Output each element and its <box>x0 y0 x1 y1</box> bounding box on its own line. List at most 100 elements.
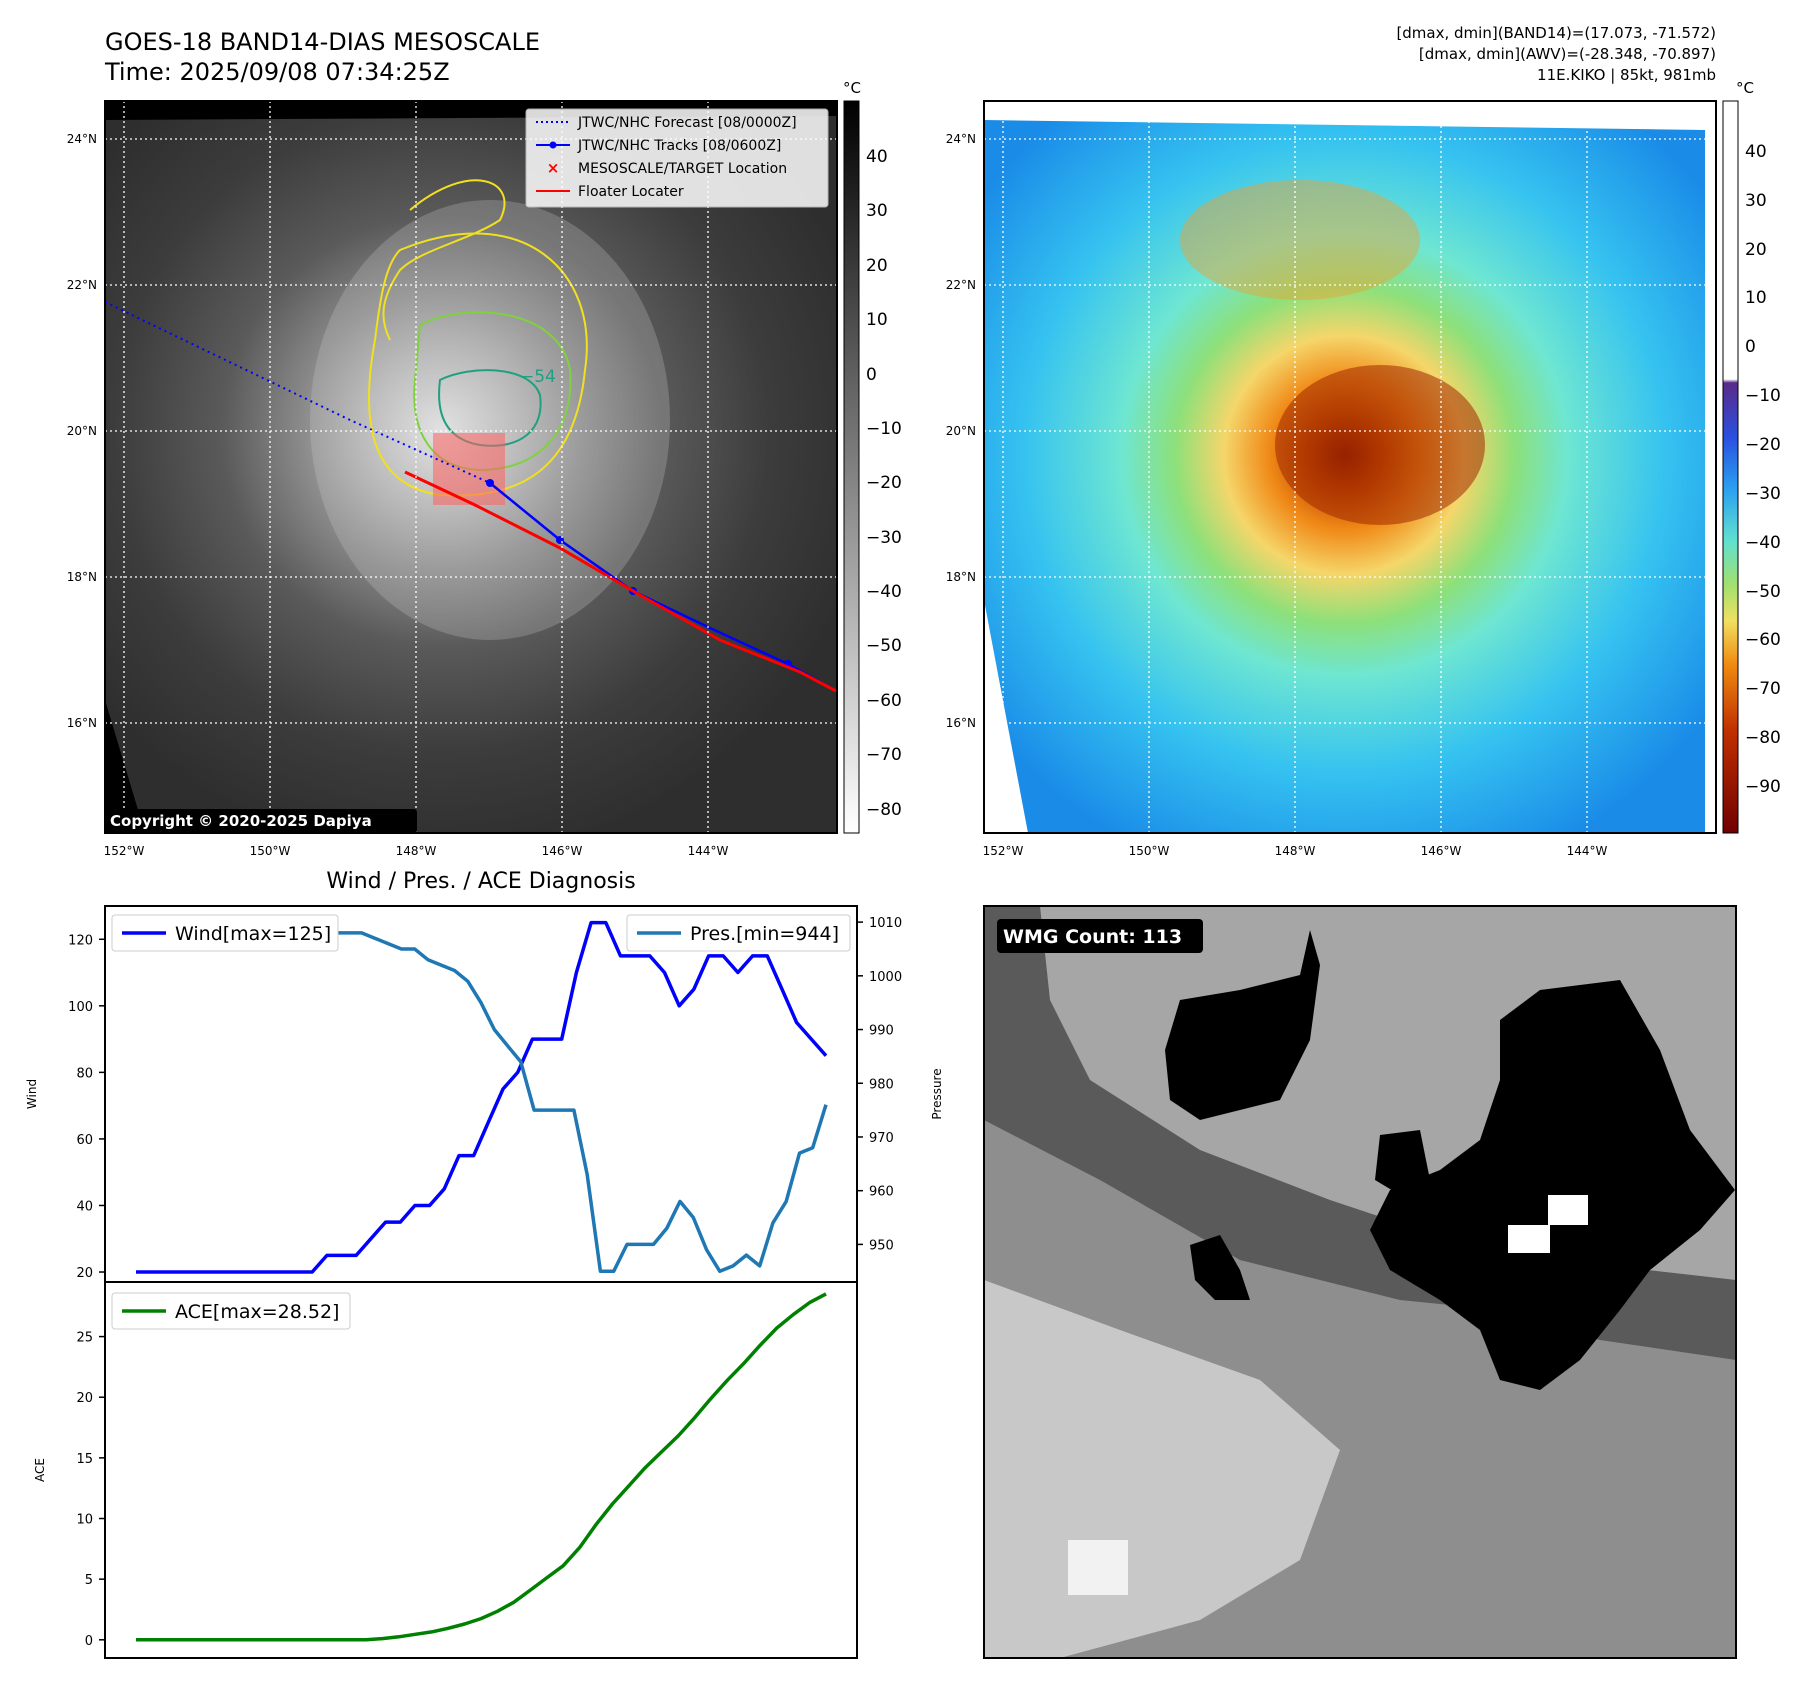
pressure-tick-label: 980 <box>869 1077 894 1092</box>
floater-locator-track <box>404 470 837 693</box>
ace-series-line <box>136 1292 827 1642</box>
ir-gridlines <box>105 101 836 833</box>
wind-axis-label: Wind <box>25 1079 39 1109</box>
pressure-tick-label: 990 <box>869 1024 894 1039</box>
pressure-tick-label: 960 <box>869 1185 894 1200</box>
figure-title: GOES-18 BAND14-DIAS MESOSCALE <box>105 28 540 56</box>
wmg-black-cell-1 <box>1165 930 1320 1120</box>
ir-cb-tick: −80 <box>866 800 902 820</box>
ace-axis-label: ACE <box>33 1458 47 1482</box>
ir-cb-tick: 30 <box>866 201 888 221</box>
ace-tick-label: 0 <box>85 1634 93 1649</box>
ir-cb-tick: −50 <box>866 636 902 656</box>
wv-lon-150: 150°W <box>1129 844 1170 858</box>
legend-forecast: JTWC/NHC Forecast [08/0000Z] <box>577 115 797 131</box>
ace-legend: ACE[max=28.52] <box>111 1292 351 1330</box>
ir-lon-labels: 152°W 150°W 148°W 146°W 144°W <box>104 844 729 858</box>
ir-lat-22: 22°N <box>67 278 97 292</box>
wind-pressure-chart: 20 40 60 80 100 120 950 960 970 980 990 1000 1010 W… <box>25 905 944 1283</box>
wv-cb-tick: −50 <box>1745 582 1781 602</box>
wv-cb-tick: 20 <box>1745 240 1767 260</box>
wv-map-panel: 24°N 22°N 20°N 18°N 16°N 152°W 150°W 148… <box>946 100 1717 858</box>
wv-gridlines <box>984 101 1716 833</box>
wv-cb-tick: −40 <box>1745 533 1781 553</box>
wv-lat-16: 16°N <box>946 716 976 730</box>
legend-tracks: JTWC/NHC Tracks [08/0600Z] <box>577 138 781 154</box>
wv-cb-tick: −80 <box>1745 728 1781 748</box>
diagnosis-title: Wind / Pres. / ACE Diagnosis <box>326 869 635 894</box>
ir-lat-18: 18°N <box>67 570 97 584</box>
ace-tick-label: 10 <box>76 1513 93 1528</box>
figure-time: Time: 2025/09/08 07:34:25Z <box>104 58 450 86</box>
contour-teal <box>438 369 542 447</box>
ir-lon-146: 146°W <box>542 844 583 858</box>
wv-lon-labels: 152°W 150°W 148°W 146°W 144°W <box>983 844 1608 858</box>
contour-label: −54 <box>520 367 556 387</box>
ir-cb-tick: 0 <box>866 365 877 385</box>
wind-tick-label: 40 <box>76 1199 93 1214</box>
wind-tick-label: 100 <box>68 1000 93 1015</box>
ir-lon-152: 152°W <box>104 844 145 858</box>
ir-lon-150: 150°W <box>250 844 291 858</box>
wv-lon-152: 152°W <box>983 844 1024 858</box>
wind-tick-label: 120 <box>68 933 93 948</box>
wind-y-ticks: 20 40 60 80 100 120 <box>68 933 105 1281</box>
info-storm: 11E.KIKO | 85kt, 981mb <box>1537 66 1716 84</box>
ace-legend-label: ACE[max=28.52] <box>175 1301 339 1323</box>
wv-colorbar: °C 40 30 20 10 0 −10 −20 −30 −40 −50 −60… <box>1722 79 1781 834</box>
contour-green <box>413 311 572 472</box>
ace-tick-label: 25 <box>76 1331 93 1346</box>
ir-map-panel: −54 J <box>67 100 838 858</box>
wmg-black-cell-2 <box>1370 980 1735 1390</box>
ir-cb-tick: 20 <box>866 256 888 276</box>
wv-colorbar-unit: °C <box>1736 79 1754 97</box>
ir-lat-labels: 24°N 22°N 20°N 18°N 16°N <box>67 132 97 730</box>
ir-lat-20: 20°N <box>67 424 97 438</box>
wv-cb-tick: −70 <box>1745 679 1781 699</box>
ir-lat-16: 16°N <box>67 716 97 730</box>
pressure-tick-label: 970 <box>869 1131 894 1146</box>
contour-yellow-outer <box>382 179 506 341</box>
ace-y-ticks: 0 5 10 15 20 25 <box>76 1331 105 1649</box>
ace-tick-label: 20 <box>76 1391 93 1406</box>
wmg-white-cell <box>1548 1195 1588 1225</box>
legend-target-marker-icon: × <box>547 159 560 177</box>
ir-lon-148: 148°W <box>396 844 437 858</box>
wv-lat-24: 24°N <box>946 132 976 146</box>
wind-tick-label: 80 <box>76 1066 93 1081</box>
ir-cb-tick: −60 <box>866 691 902 711</box>
ace-tick-label: 5 <box>85 1573 93 1588</box>
wmg-count-label: WMG Count: 113 <box>1003 926 1182 948</box>
wv-cb-tick: 10 <box>1745 288 1767 308</box>
wind-series-line <box>136 920 828 1274</box>
legend-target: MESOSCALE/TARGET Location <box>578 161 787 177</box>
pressure-tick-label: 950 <box>869 1238 894 1253</box>
ir-colorbar-unit: °C <box>843 79 861 97</box>
wmg-white-cell <box>1068 1540 1128 1595</box>
pressure-tick-label: 1010 <box>869 916 902 931</box>
observed-track <box>489 482 837 693</box>
wind-tick-label: 60 <box>76 1133 93 1148</box>
wmg-white-cell <box>1508 1225 1550 1253</box>
wv-lat-labels: 24°N 22°N 20°N 18°N 16°N <box>946 132 976 730</box>
wv-cb-tick: 30 <box>1745 191 1767 211</box>
wv-cb-tick: −30 <box>1745 484 1781 504</box>
wv-cb-tick: 0 <box>1745 337 1756 357</box>
ir-cb-tick: 10 <box>866 310 888 330</box>
ir-lat-24: 24°N <box>67 132 97 146</box>
floater-locator-box <box>433 433 505 505</box>
wmg-black-cell-3 <box>1190 1235 1250 1300</box>
forecast-track <box>105 301 491 484</box>
wv-lon-144: 144°W <box>1567 844 1608 858</box>
wv-cb-tick: −90 <box>1745 777 1781 797</box>
legend-floater: Floater Locater <box>578 184 684 200</box>
wv-cb-tick: −60 <box>1745 630 1781 650</box>
pressure-y-ticks: 950 960 970 980 990 1000 1010 <box>857 916 902 1253</box>
ir-colorbar: °C 40 30 20 10 0 −10 −20 −30 −40 −50 −60… <box>843 79 902 834</box>
ir-cb-tick: −10 <box>866 419 902 439</box>
wv-lon-146: 146°W <box>1421 844 1462 858</box>
wv-lon-148: 148°W <box>1275 844 1316 858</box>
wv-cb-tick: 40 <box>1745 142 1767 162</box>
ir-cb-tick: −30 <box>866 528 902 548</box>
wv-cb-tick: −20 <box>1745 435 1781 455</box>
